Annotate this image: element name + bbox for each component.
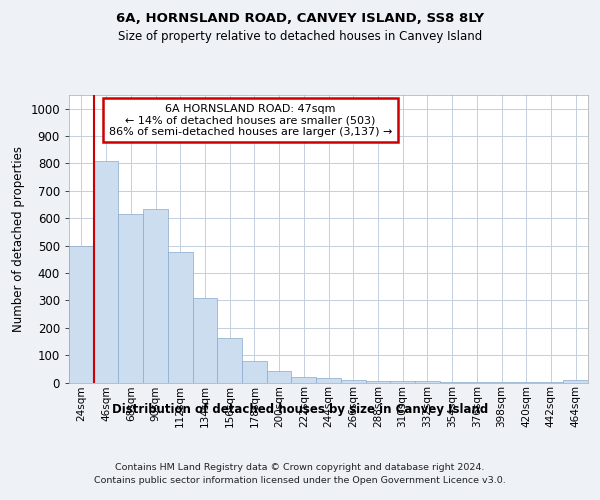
- Bar: [316, 378, 341, 382]
- Bar: [118, 214, 143, 382]
- Bar: [242, 361, 267, 382]
- Text: Contains public sector information licensed under the Open Government Licence v3: Contains public sector information licen…: [94, 476, 506, 485]
- Y-axis label: Number of detached properties: Number of detached properties: [12, 146, 25, 332]
- Bar: [365, 380, 390, 382]
- Bar: [563, 380, 588, 382]
- Bar: [69, 246, 94, 382]
- Text: 6A HORNSLAND ROAD: 47sqm
← 14% of detached houses are smaller (503)
86% of semi-: 6A HORNSLAND ROAD: 47sqm ← 14% of detach…: [109, 104, 392, 137]
- Bar: [94, 160, 118, 382]
- Bar: [217, 338, 242, 382]
- Bar: [292, 377, 316, 382]
- Bar: [168, 252, 193, 382]
- Text: Size of property relative to detached houses in Canvey Island: Size of property relative to detached ho…: [118, 30, 482, 43]
- Bar: [143, 208, 168, 382]
- Bar: [193, 298, 217, 382]
- Bar: [390, 381, 415, 382]
- Text: Distribution of detached houses by size in Canvey Island: Distribution of detached houses by size …: [112, 402, 488, 415]
- Text: Contains HM Land Registry data © Crown copyright and database right 2024.: Contains HM Land Registry data © Crown c…: [115, 462, 485, 471]
- Text: 6A, HORNSLAND ROAD, CANVEY ISLAND, SS8 8LY: 6A, HORNSLAND ROAD, CANVEY ISLAND, SS8 8…: [116, 12, 484, 26]
- Bar: [341, 380, 365, 382]
- Bar: [267, 370, 292, 382]
